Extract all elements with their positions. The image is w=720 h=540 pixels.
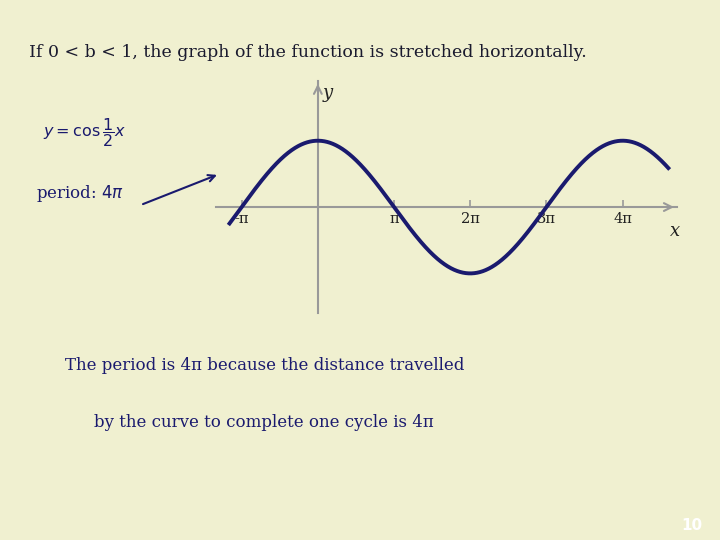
Text: 10: 10	[681, 518, 702, 532]
Text: y: y	[323, 84, 333, 102]
Text: period: $4\pi$: period: $4\pi$	[36, 184, 124, 205]
Text: The period is 4π because the distance travelled: The period is 4π because the distance tr…	[65, 356, 464, 374]
Text: by the curve to complete one cycle is 4π: by the curve to complete one cycle is 4π	[94, 414, 433, 431]
Text: $y = \cos\dfrac{1}{2}x$: $y = \cos\dfrac{1}{2}x$	[43, 116, 126, 149]
Text: x: x	[670, 221, 680, 240]
Text: If 0 < b < 1, the graph of the function is stretched horizontally.: If 0 < b < 1, the graph of the function …	[29, 44, 587, 61]
